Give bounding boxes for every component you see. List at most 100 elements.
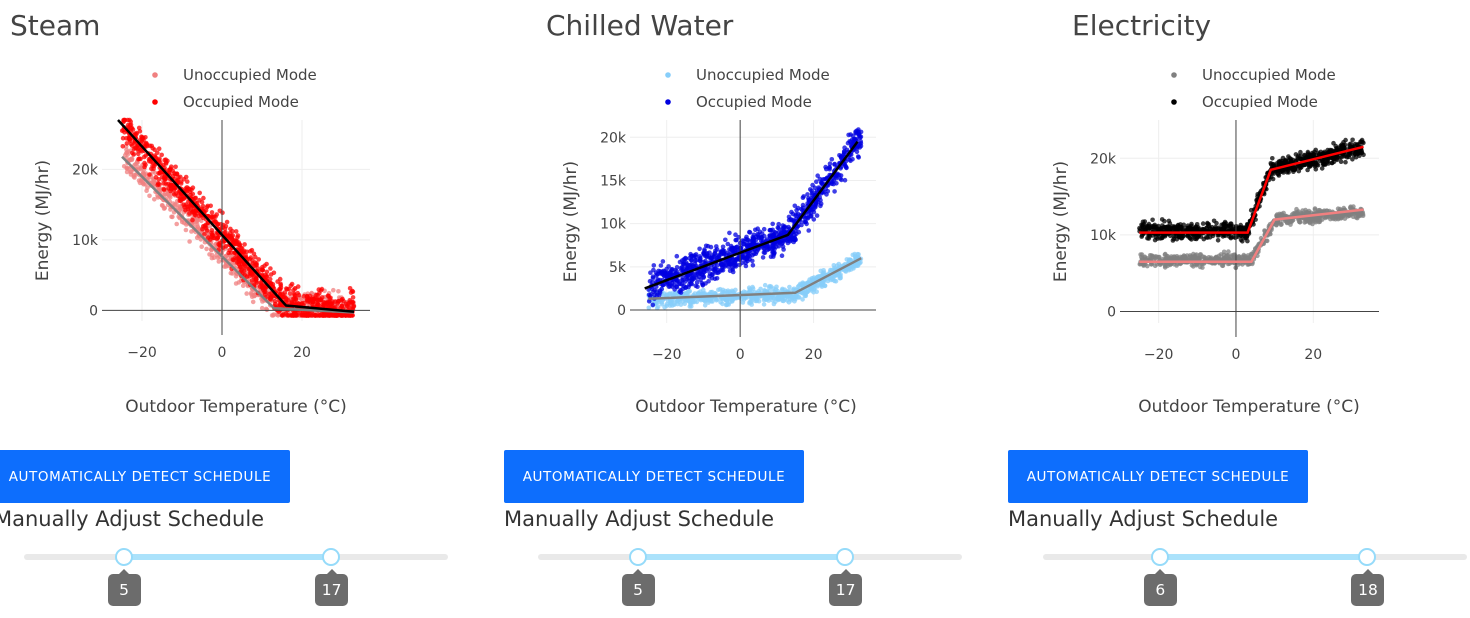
data-point bbox=[1351, 204, 1356, 209]
data-point bbox=[267, 276, 273, 282]
data-point bbox=[750, 258, 755, 264]
data-point bbox=[1192, 254, 1197, 259]
data-point bbox=[256, 257, 262, 262]
data-point bbox=[714, 298, 719, 303]
data-point bbox=[684, 262, 690, 267]
data-point bbox=[254, 280, 260, 285]
data-point bbox=[799, 222, 804, 228]
data-point bbox=[669, 268, 674, 273]
data-point bbox=[1170, 238, 1176, 243]
data-point bbox=[668, 272, 673, 278]
data-point bbox=[283, 311, 289, 316]
data-point bbox=[193, 208, 199, 213]
legend-marker[interactable] bbox=[152, 72, 158, 78]
legend-marker[interactable] bbox=[152, 99, 158, 105]
data-point bbox=[779, 253, 785, 258]
data-point bbox=[143, 140, 149, 146]
legend-label[interactable]: Unoccupied Mode bbox=[696, 66, 830, 84]
schedule-range-slider[interactable]: 5 17 bbox=[24, 545, 448, 615]
data-point bbox=[1137, 225, 1142, 231]
data-point bbox=[1162, 218, 1167, 224]
data-point bbox=[1238, 237, 1244, 243]
data-point bbox=[1243, 256, 1248, 262]
data-point bbox=[727, 268, 733, 274]
data-point bbox=[271, 270, 277, 276]
data-point bbox=[786, 224, 791, 230]
legend-label[interactable]: Unoccupied Mode bbox=[183, 66, 317, 84]
legend-label[interactable]: Occupied Mode bbox=[183, 93, 299, 111]
data-point bbox=[1264, 238, 1269, 244]
data-point bbox=[666, 284, 672, 290]
data-point bbox=[292, 286, 298, 291]
slider-end-handle[interactable] bbox=[322, 548, 341, 566]
slider-start-handle[interactable] bbox=[114, 548, 133, 566]
data-point bbox=[833, 174, 838, 179]
data-point bbox=[697, 246, 702, 252]
data-point bbox=[1317, 207, 1322, 213]
auto-detect-schedule-button[interactable]: AUTOMATICALLY DETECT SCHEDULE bbox=[504, 450, 804, 503]
data-point bbox=[672, 301, 677, 306]
data-point bbox=[151, 166, 156, 171]
data-point bbox=[811, 217, 817, 222]
data-point bbox=[317, 296, 323, 302]
y-tick-label: 0 bbox=[89, 303, 98, 319]
data-point bbox=[213, 219, 219, 225]
y-tick-label: 15k bbox=[600, 173, 627, 189]
slider-end-handle[interactable] bbox=[836, 548, 855, 566]
data-point bbox=[801, 219, 807, 224]
scatter-series-1 bbox=[119, 117, 357, 318]
data-point bbox=[696, 290, 701, 296]
data-point bbox=[173, 171, 178, 177]
data-point bbox=[124, 141, 130, 146]
data-point bbox=[648, 270, 653, 276]
data-point bbox=[679, 282, 685, 287]
data-point bbox=[199, 199, 205, 205]
y-tick-label: 10k bbox=[72, 233, 99, 249]
x-tick-label: 0 bbox=[218, 345, 227, 361]
data-point bbox=[723, 258, 728, 264]
data-point bbox=[284, 286, 289, 291]
slider-start-handle[interactable] bbox=[628, 548, 647, 566]
data-point bbox=[230, 271, 235, 276]
data-point bbox=[204, 246, 209, 252]
data-point bbox=[183, 188, 189, 194]
data-point bbox=[761, 302, 767, 307]
data-point bbox=[307, 293, 313, 299]
data-point bbox=[131, 146, 137, 152]
data-point bbox=[733, 262, 739, 267]
data-point bbox=[777, 239, 782, 245]
data-point bbox=[1319, 217, 1325, 222]
data-point bbox=[287, 291, 293, 296]
data-point bbox=[711, 254, 717, 259]
data-point bbox=[681, 262, 686, 267]
data-point bbox=[1213, 254, 1219, 260]
fit-line bbox=[648, 257, 862, 301]
data-point bbox=[127, 117, 132, 123]
data-point bbox=[1169, 255, 1175, 261]
slider-selected-track bbox=[123, 554, 332, 560]
data-point bbox=[753, 297, 759, 302]
legend-marker[interactable] bbox=[665, 72, 671, 78]
data-point bbox=[747, 230, 753, 235]
auto-detect-schedule-button[interactable]: AUTOMATICALLY DETECT SCHEDULE bbox=[0, 450, 290, 503]
data-point bbox=[216, 259, 222, 264]
data-point bbox=[830, 179, 835, 184]
data-point bbox=[856, 155, 861, 160]
data-point bbox=[270, 313, 276, 318]
electricity-panel: Electricity −20 0 20 0 10k 20k Outdoor Tempera… bbox=[1008, 0, 1470, 618]
data-point bbox=[289, 300, 295, 305]
data-point bbox=[710, 299, 715, 304]
data-point bbox=[234, 239, 239, 244]
data-point bbox=[315, 292, 320, 298]
legend-label[interactable]: Occupied Mode bbox=[696, 93, 812, 111]
data-point bbox=[733, 287, 738, 293]
schedule-range-slider[interactable]: 5 17 bbox=[538, 545, 962, 615]
data-point bbox=[1284, 220, 1290, 226]
data-point bbox=[823, 176, 829, 182]
x-axis-title: Outdoor Temperature (°C) bbox=[125, 397, 347, 417]
data-point bbox=[250, 272, 255, 277]
data-point bbox=[677, 289, 682, 295]
legend-marker[interactable] bbox=[665, 99, 671, 105]
data-point bbox=[134, 130, 139, 136]
